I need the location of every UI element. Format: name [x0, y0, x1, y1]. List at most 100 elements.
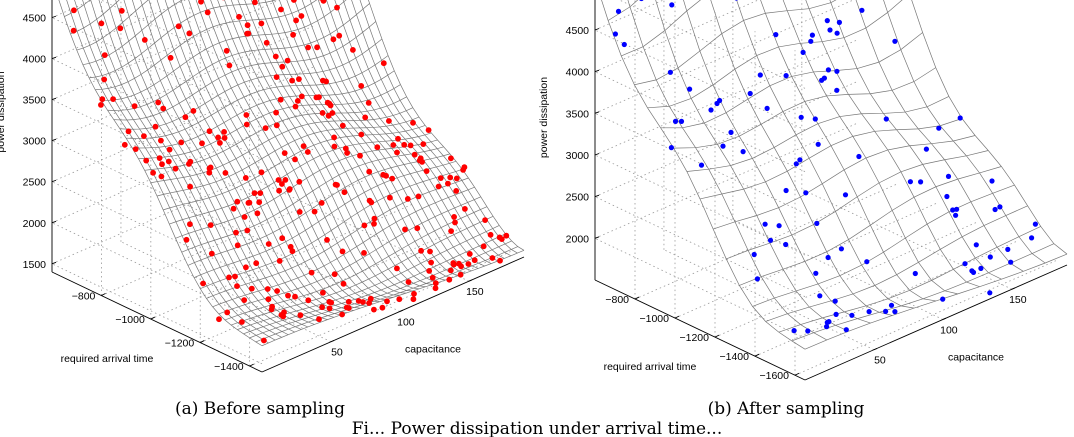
sample-point	[482, 217, 488, 224]
sample-points	[70, 0, 510, 344]
sample-point	[969, 268, 975, 274]
sample-point	[284, 57, 291, 64]
x-tick-label: 100	[940, 324, 958, 336]
sample-point	[432, 285, 439, 292]
axis-x-line	[261, 256, 525, 373]
mesh-line	[76, 0, 149, 51]
mesh-line	[82, 0, 184, 66]
sample-point	[425, 127, 432, 133]
sample-point	[396, 296, 403, 303]
mesh-line	[119, 38, 383, 130]
mesh-line	[70, 0, 120, 35]
sample-point	[687, 86, 693, 92]
sample-point	[172, 165, 179, 172]
sample-point	[141, 37, 148, 43]
sample-point	[389, 175, 396, 182]
x-tick-label: 50	[874, 355, 886, 367]
sample-point	[320, 77, 326, 84]
y-tick-mark	[200, 340, 205, 343]
sample-point	[272, 53, 279, 60]
z-tick-label: 1500	[23, 259, 47, 271]
sample-point	[498, 236, 505, 243]
sample-point	[289, 248, 296, 255]
sample-point	[824, 18, 830, 24]
mesh-line	[244, 0, 420, 290]
sample-point	[125, 128, 132, 135]
sample-point	[239, 319, 245, 325]
sample-point	[330, 36, 337, 43]
grid-line	[189, 211, 401, 312]
sample-point	[462, 206, 468, 212]
grid-line	[754, 240, 1018, 357]
sample-point	[222, 170, 229, 176]
sample-point	[834, 30, 840, 36]
sample-point	[331, 134, 337, 141]
grid-line	[594, 0, 665, 31]
mesh-line	[752, 184, 1015, 307]
sample-point	[118, 7, 125, 14]
sample-point	[1029, 235, 1035, 241]
sample-point	[776, 223, 782, 229]
sample-point	[824, 319, 830, 326]
sample-point	[819, 77, 825, 83]
z-tick-label: 2000	[566, 233, 590, 245]
sample-point	[864, 259, 870, 265]
mesh-line	[726, 150, 989, 260]
sample-point	[186, 30, 193, 37]
sample-point	[159, 161, 165, 168]
sample-point	[361, 250, 367, 256]
mesh-line	[200, 169, 463, 289]
sample-point	[783, 187, 789, 194]
mesh-line	[74, 0, 276, 341]
sample-point	[366, 300, 372, 306]
sample-point	[918, 179, 924, 185]
sample-point	[297, 312, 304, 319]
sample-point	[187, 183, 194, 190]
sample-point	[286, 186, 293, 192]
y-tick-label: −1400	[720, 351, 750, 363]
sample-point	[390, 142, 397, 148]
sample-point	[423, 168, 430, 175]
y-axis-label: required arrival time	[61, 353, 154, 365]
grid-line	[732, 219, 944, 320]
sample-point	[241, 214, 248, 220]
sample-point	[503, 232, 510, 239]
mesh-line	[760, 0, 937, 302]
sample-point	[241, 297, 248, 303]
sample-point	[234, 283, 240, 289]
sample-point	[367, 295, 374, 302]
sample-point	[156, 155, 163, 162]
sample-point	[319, 0, 323, 1]
sample-point	[232, 273, 238, 280]
x-tick-mark	[468, 279, 473, 282]
sample-point	[273, 122, 280, 129]
sample-point	[489, 255, 496, 261]
sample-points	[612, 0, 1038, 334]
sample-point	[204, 9, 211, 16]
sample-point	[809, 32, 816, 38]
sample-point	[274, 288, 280, 294]
sample-point	[415, 193, 422, 200]
grid-line	[51, 181, 263, 283]
sample-point	[450, 260, 457, 266]
mesh-line	[791, 243, 1055, 342]
sample-point	[448, 155, 454, 162]
sample-point	[448, 228, 454, 235]
sample-point	[754, 276, 761, 282]
sample-point	[254, 210, 261, 217]
sample-point	[859, 7, 865, 13]
sample-point	[989, 178, 995, 184]
sample-point	[316, 316, 322, 323]
sample-point	[446, 276, 453, 283]
sample-point	[121, 141, 128, 148]
grid-line	[634, 183, 898, 300]
grid-line	[594, 237, 806, 339]
sample-point	[277, 96, 284, 103]
mesh-line	[326, 0, 492, 264]
z-tick-label: 3500	[566, 108, 590, 120]
sample-point	[805, 328, 811, 334]
mesh-line	[621, 0, 701, 57]
sample-point	[273, 74, 280, 80]
sample-point	[215, 134, 222, 141]
z-axis-label: power dissipation	[0, 71, 7, 152]
